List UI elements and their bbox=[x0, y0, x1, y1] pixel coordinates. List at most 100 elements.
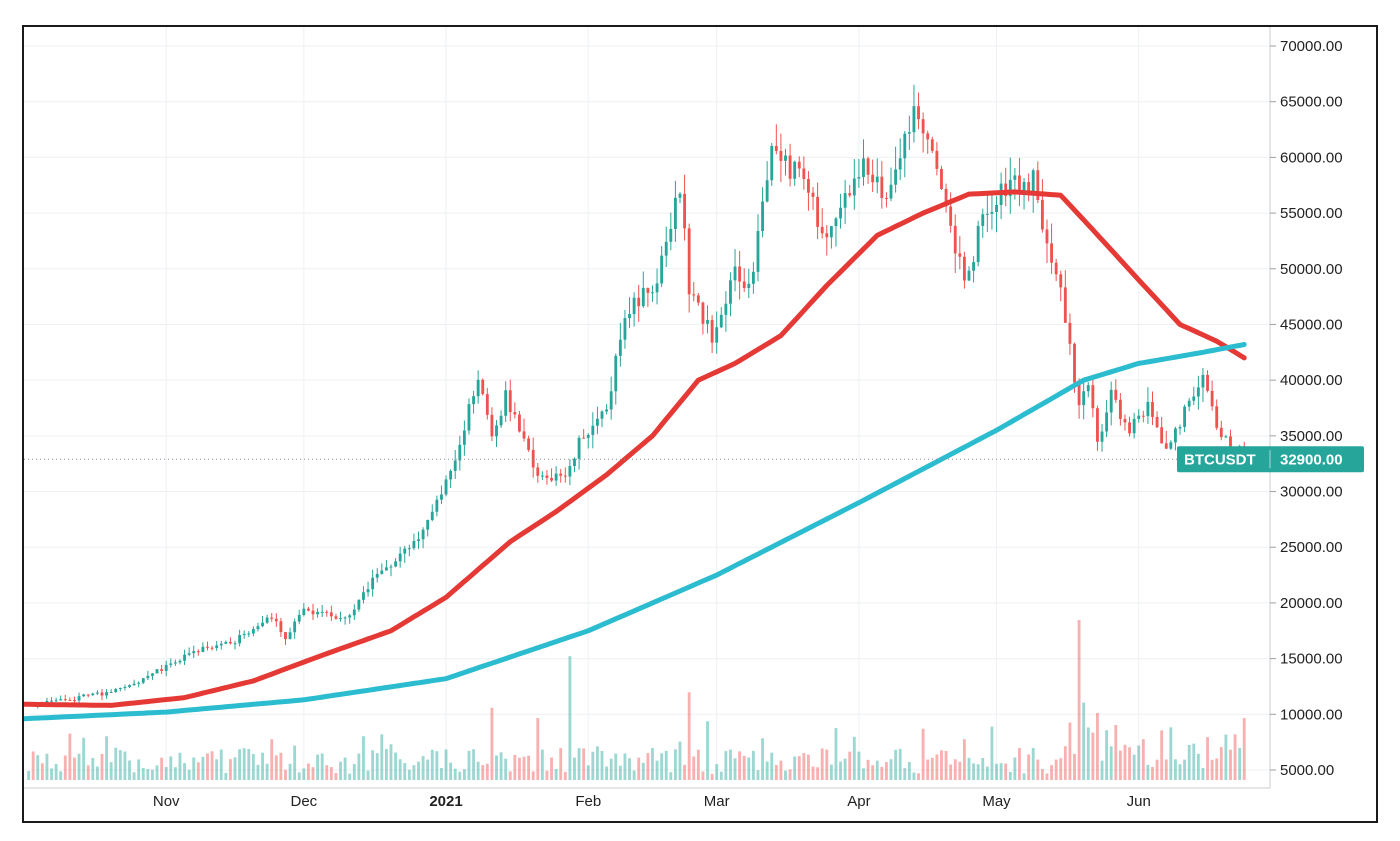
candle bbox=[1187, 397, 1191, 412]
candle bbox=[871, 159, 875, 193]
volume-bar bbox=[215, 759, 219, 780]
volume-bar bbox=[623, 753, 627, 780]
candle bbox=[1210, 380, 1214, 411]
candle bbox=[678, 192, 682, 204]
volume-bar bbox=[1086, 727, 1090, 780]
volume-bar bbox=[1036, 759, 1040, 780]
volume-bar bbox=[1215, 758, 1219, 780]
volume-bar bbox=[329, 767, 333, 780]
candle bbox=[1123, 414, 1127, 431]
candle bbox=[995, 196, 998, 233]
volume-bar bbox=[595, 746, 599, 780]
candle bbox=[82, 693, 86, 698]
volume-bar bbox=[618, 765, 622, 780]
candle bbox=[173, 659, 177, 666]
candle bbox=[403, 545, 407, 563]
volume-bar bbox=[857, 751, 861, 780]
candle bbox=[990, 195, 994, 230]
candle bbox=[343, 616, 347, 625]
candle bbox=[1054, 258, 1058, 282]
ma-line-slow bbox=[24, 342, 1247, 722]
price-chart: 5000.00 10000.00 15000.00 20000.00 25000.00 3… bbox=[24, 27, 1364, 810]
candle bbox=[793, 160, 797, 186]
volume-bar bbox=[334, 773, 338, 780]
volume-bar bbox=[871, 765, 875, 780]
candle bbox=[1128, 416, 1131, 437]
candle bbox=[238, 629, 242, 647]
volume-bar bbox=[238, 749, 242, 780]
y-tick-label: 5000.00 bbox=[1280, 762, 1334, 779]
candle bbox=[247, 631, 251, 638]
candle bbox=[329, 605, 333, 622]
candle bbox=[926, 130, 930, 154]
candle bbox=[297, 609, 301, 625]
candle bbox=[435, 495, 439, 517]
candle bbox=[178, 659, 182, 665]
volume-bar bbox=[765, 761, 769, 780]
candle bbox=[825, 225, 829, 256]
candle bbox=[981, 208, 985, 238]
volume-bar bbox=[1132, 754, 1136, 780]
x-tick-label: Feb bbox=[575, 793, 601, 810]
volume-bar bbox=[710, 773, 714, 780]
volume-bar bbox=[820, 748, 824, 780]
volume-bar bbox=[912, 772, 916, 780]
candle bbox=[573, 457, 576, 473]
symbol-price-badge[interactable]: BTCUSDT 32900.00 bbox=[1177, 446, 1364, 473]
volume-bar bbox=[270, 739, 274, 780]
candle bbox=[692, 282, 696, 302]
volume-bar bbox=[384, 749, 388, 780]
candle bbox=[1192, 386, 1196, 406]
volume-bar bbox=[155, 765, 159, 780]
candle bbox=[59, 695, 63, 701]
candle bbox=[183, 649, 186, 665]
candle bbox=[774, 124, 778, 155]
candle bbox=[86, 694, 90, 698]
volume-bar bbox=[68, 733, 72, 780]
volume-bar bbox=[1031, 748, 1035, 780]
volume-bar bbox=[972, 763, 976, 780]
candle bbox=[1100, 424, 1104, 452]
candle bbox=[417, 531, 420, 549]
candle bbox=[784, 148, 787, 176]
candle bbox=[949, 192, 953, 233]
candle bbox=[206, 641, 209, 651]
volume-bar bbox=[412, 765, 416, 780]
candle bbox=[903, 131, 907, 178]
candle bbox=[348, 613, 352, 624]
volume-bar bbox=[27, 771, 31, 780]
volume-bar bbox=[137, 759, 141, 780]
volume-bar bbox=[256, 764, 260, 780]
x-tick-label: Dec bbox=[290, 793, 317, 810]
candle bbox=[518, 410, 521, 433]
volume-bar bbox=[1238, 748, 1242, 780]
candle bbox=[646, 287, 650, 307]
volume-bar bbox=[527, 755, 531, 780]
y-tick-label: 40000.00 bbox=[1280, 372, 1343, 389]
candle bbox=[917, 92, 920, 130]
volume-bar bbox=[1229, 749, 1232, 780]
volume-bar bbox=[907, 761, 911, 780]
volume-bar bbox=[1018, 748, 1021, 780]
volume-bar bbox=[568, 656, 572, 780]
volume-bar bbox=[1045, 773, 1049, 780]
volume-bar bbox=[885, 762, 888, 780]
volume-bar bbox=[1068, 722, 1072, 780]
candle bbox=[1096, 405, 1099, 451]
candle bbox=[407, 544, 411, 557]
volume-bar bbox=[779, 760, 783, 780]
volume-bar bbox=[518, 757, 521, 780]
volume-bar bbox=[481, 765, 485, 780]
candle bbox=[816, 182, 820, 240]
volume-bar bbox=[63, 755, 67, 780]
candle bbox=[779, 133, 783, 183]
volume-bar bbox=[921, 728, 925, 780]
volume-bar bbox=[1008, 771, 1012, 780]
volume-bar bbox=[696, 749, 700, 780]
candle bbox=[1164, 430, 1168, 450]
candle bbox=[201, 642, 205, 653]
volume-bar bbox=[953, 759, 957, 780]
candle bbox=[829, 226, 833, 249]
volume-bar bbox=[999, 763, 1003, 780]
candle bbox=[504, 381, 508, 422]
